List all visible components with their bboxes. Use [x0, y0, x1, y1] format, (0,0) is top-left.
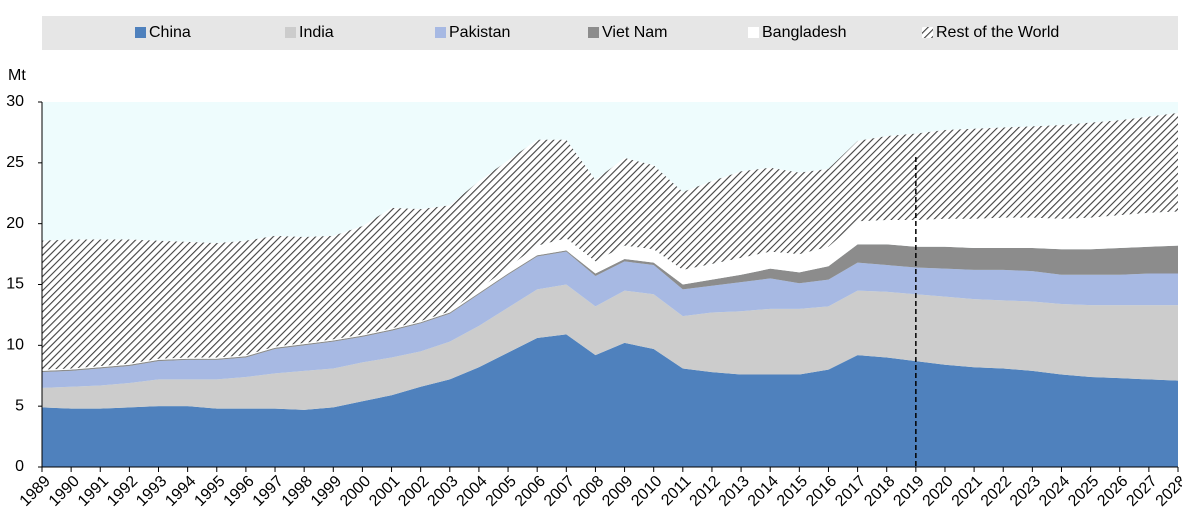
- legend-background: [42, 16, 1178, 50]
- legend-swatch: [922, 27, 933, 38]
- legend-label: India: [299, 24, 334, 41]
- x-tick-label: 2028: [1153, 473, 1182, 508]
- legend-swatch: [748, 27, 759, 38]
- area: [42, 112, 1178, 370]
- x-tick-label: 2002: [395, 473, 432, 508]
- x-tick-label: 1992: [104, 473, 141, 508]
- x-tick-label: 1995: [191, 473, 228, 508]
- x-tick-label: 2023: [1007, 473, 1044, 508]
- x-tick-label: 2022: [978, 473, 1015, 508]
- y-tick-label: 20: [6, 215, 24, 232]
- x-tick-label: 2004: [454, 473, 491, 508]
- x-tick-label: 2027: [1123, 473, 1160, 508]
- y-tick-label: 10: [6, 337, 24, 354]
- x-tick-label: 2016: [803, 473, 840, 508]
- legend-label: Bangladesh: [762, 24, 847, 41]
- x-tick-label: 1998: [279, 473, 316, 508]
- x-tick-label: 2015: [774, 473, 811, 508]
- y-tick-label: 25: [6, 154, 24, 171]
- area: [42, 211, 1178, 371]
- area: [42, 244, 1178, 373]
- x-tick-label: 2013: [716, 473, 753, 508]
- x-tick-label: 2003: [424, 473, 461, 508]
- x-tick-label: 2014: [745, 473, 782, 508]
- x-tick-label: 2020: [920, 473, 957, 508]
- legend-swatch: [588, 27, 599, 38]
- x-tick-label: 1990: [46, 473, 83, 508]
- x-tick-label: 1997: [250, 473, 287, 508]
- legend-swatch: [285, 27, 296, 38]
- x-tick-label: 2017: [832, 473, 869, 508]
- x-tick-label: 2026: [1094, 473, 1131, 508]
- x-tick-label: 2011: [658, 473, 694, 508]
- y-tick-label: 15: [6, 276, 24, 293]
- y-tick-label: 30: [6, 93, 24, 110]
- x-tick-label: 1999: [308, 473, 345, 508]
- x-tick-label: 2018: [861, 473, 898, 508]
- x-tick-label: 1989: [17, 473, 54, 508]
- x-tick-label: 1996: [221, 473, 258, 508]
- x-tick-label: 2012: [687, 473, 724, 508]
- legend-label: Viet Nam: [602, 24, 668, 41]
- area: [42, 284, 1178, 410]
- x-tick-label: 1994: [162, 473, 199, 508]
- legend-label: China: [149, 24, 191, 41]
- x-tick-label: 2009: [599, 473, 636, 508]
- y-tick-label: 5: [15, 397, 24, 414]
- x-tick-label: 2000: [337, 473, 374, 508]
- y-tick-label: 0: [15, 458, 24, 475]
- legend-swatch: [135, 27, 146, 38]
- y-axis-label: Mt: [8, 67, 26, 84]
- x-tick-label: 2005: [483, 473, 520, 508]
- x-tick-label: 1991: [75, 473, 112, 508]
- x-tick-label: 2007: [541, 473, 578, 508]
- area: [42, 251, 1178, 388]
- x-tick-label: 1993: [133, 473, 170, 508]
- x-tick-label: 2001: [366, 473, 403, 508]
- x-tick-label: 2006: [512, 473, 549, 508]
- x-tick-label: 2024: [1036, 473, 1073, 508]
- x-tick-label: 2021: [949, 473, 986, 508]
- x-tick-label: 2025: [1065, 473, 1102, 508]
- legend-label: Pakistan: [449, 24, 510, 41]
- legend-swatch: [435, 27, 446, 38]
- x-tick-label: 2019: [890, 473, 927, 508]
- x-tick-label: 2008: [570, 473, 607, 508]
- area: [42, 334, 1178, 467]
- legend-label: Rest of the World: [936, 24, 1059, 41]
- x-tick-label: 2010: [628, 473, 665, 508]
